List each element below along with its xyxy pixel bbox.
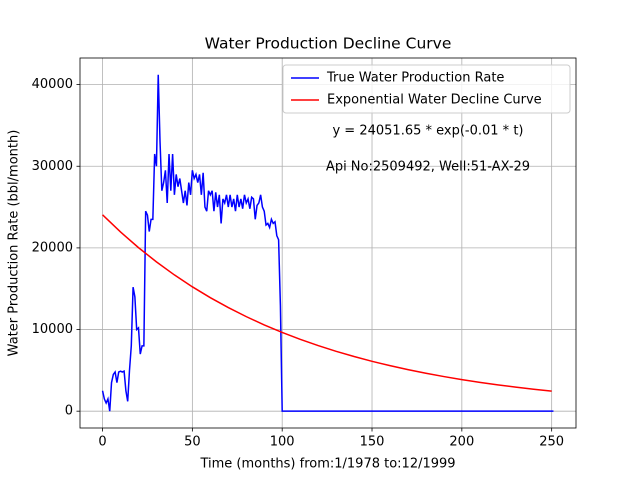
x-tick-label: 50 xyxy=(184,435,201,450)
annotation: Api No:2509492, Well:51-AX-29 xyxy=(326,160,530,175)
y-tick-label: 30000 xyxy=(32,159,73,174)
y-axis-label: Water Production Rate (bbl/month) xyxy=(7,130,22,357)
chart-title: Water Production Decline Curve xyxy=(205,35,452,53)
legend-label: Exponential Water Decline Curve xyxy=(327,93,542,108)
data-line xyxy=(101,74,554,412)
annotation: y = 24051.65 * exp(-0.01 * t) xyxy=(332,124,523,139)
y-tick-label: 40000 xyxy=(32,77,73,92)
x-tick-label: 250 xyxy=(539,435,564,450)
x-tick-label: 200 xyxy=(449,435,474,450)
legend-box xyxy=(282,64,571,114)
legend-label: True Water Production Rate xyxy=(326,71,504,86)
y-tick-label: 20000 xyxy=(32,240,73,255)
y-tick-label: 0 xyxy=(65,404,73,419)
x-axis-label: Time (months) from:1/1978 to:12/1999 xyxy=(199,457,455,472)
y-tick-label: 10000 xyxy=(32,322,73,337)
x-tick-label: 0 xyxy=(98,435,106,450)
x-tick-label: 150 xyxy=(360,435,385,450)
x-tick-label: 100 xyxy=(270,435,295,450)
plot-frame xyxy=(79,57,577,429)
data-line xyxy=(102,214,552,392)
